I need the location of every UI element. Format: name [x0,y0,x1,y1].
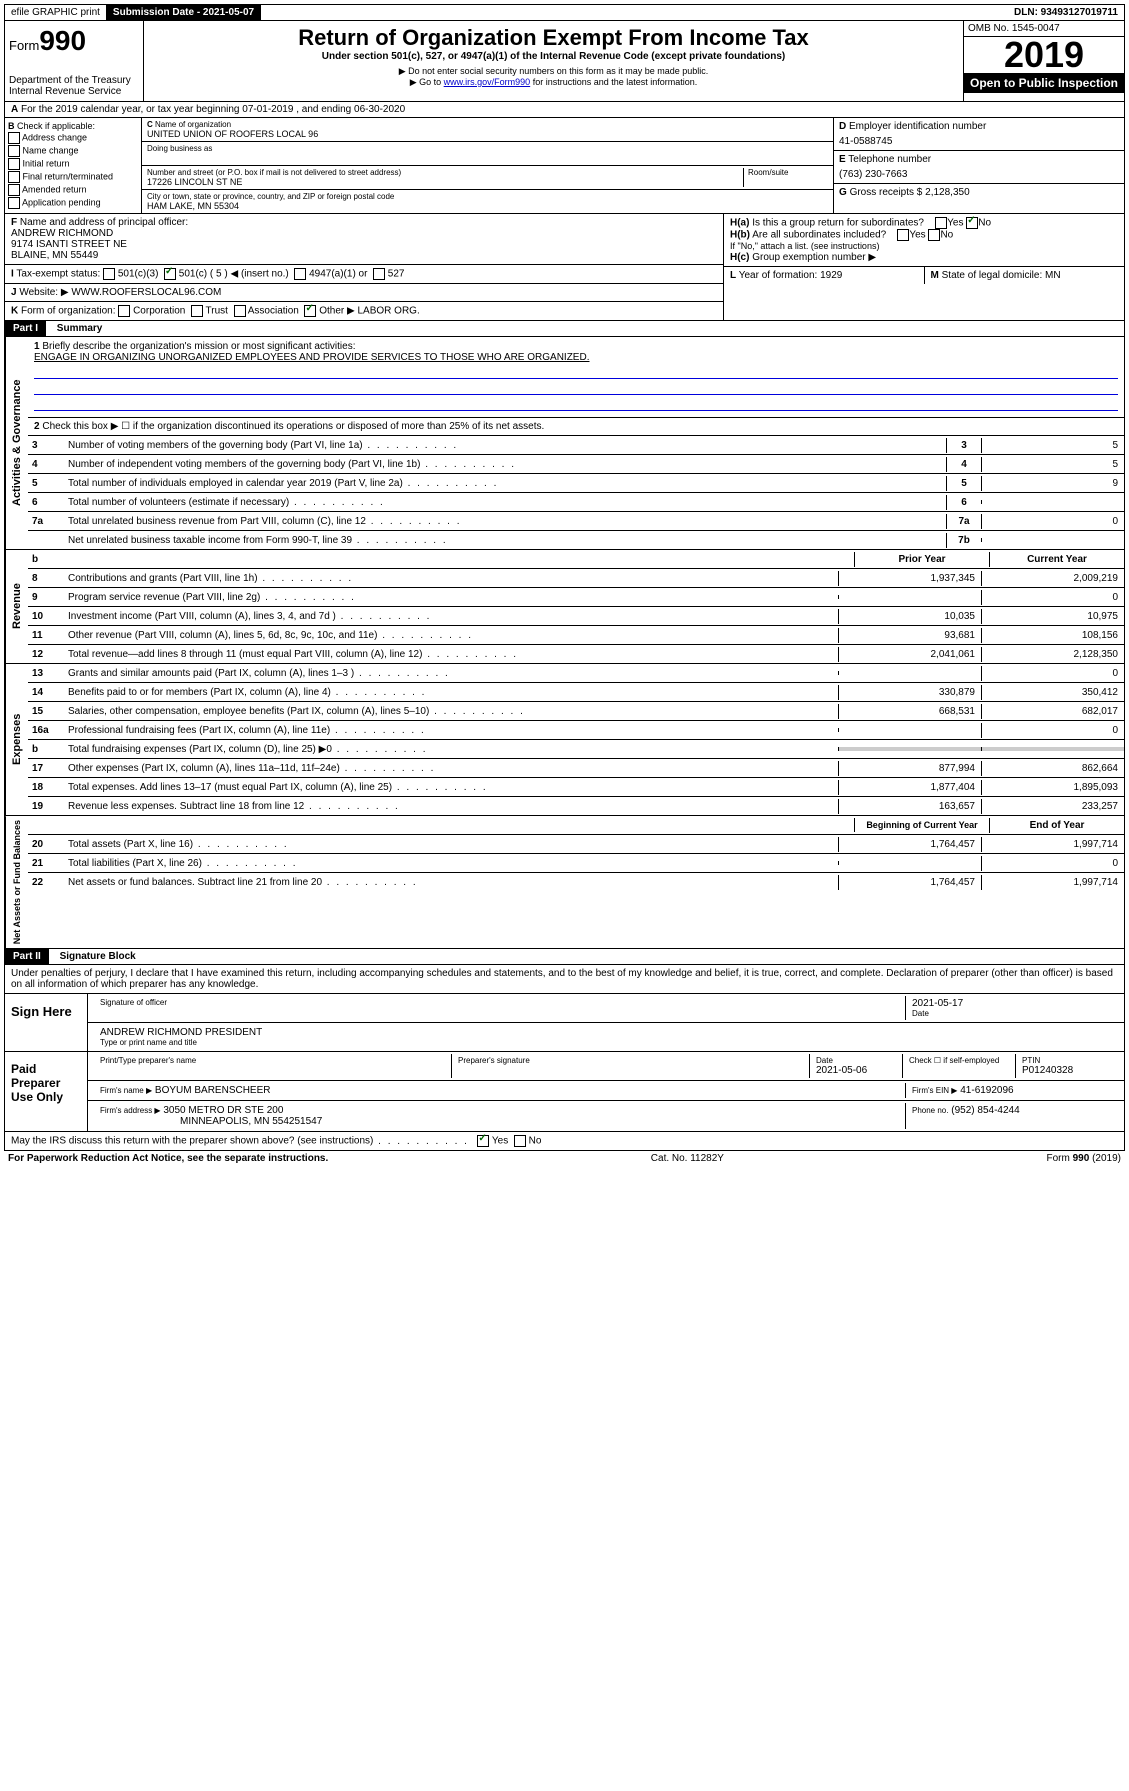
summary-line: 8Contributions and grants (Part VIII, li… [28,569,1124,588]
website-url[interactable]: WWW.ROOFERSLOCAL96.COM [71,287,221,298]
section-h: H(a) Is this a group return for subordin… [724,214,1124,267]
firm-ein: 41-6192096 [960,1085,1013,1096]
section-c: C Name of organization UNITED UNION OF R… [142,118,834,213]
summary-line: 17Other expenses (Part IX, column (A), l… [28,759,1124,778]
summary-line: 5Total number of individuals employed in… [28,474,1124,493]
dept-treasury: Department of the Treasury [9,75,139,86]
page-footer: For Paperwork Reduction Act Notice, see … [4,1151,1125,1166]
section-b: B Check if applicable: Address change Na… [5,118,142,213]
ssn-note: ▶ Do not enter social security numbers o… [148,66,959,77]
submission-date: Submission Date - 2021-05-07 [107,5,261,20]
expenses-section: Expenses 13Grants and similar amounts pa… [4,664,1125,816]
section-m: M State of legal domicile: MN [925,267,1125,284]
summary-line: 19Revenue less expenses. Subtract line 1… [28,797,1124,815]
firm-name: BOYUM BARENSCHEER [155,1085,271,1096]
part-1-header: Part I Summary [4,321,1125,337]
summary-line: 4Number of independent voting members of… [28,455,1124,474]
discuss-row: May the IRS discuss this return with the… [5,1132,1124,1150]
summary-line: 10Investment income (Part VIII, column (… [28,607,1124,626]
summary-line: 6Total number of volunteers (estimate if… [28,493,1124,512]
org-name: UNITED UNION OF ROOFERS LOCAL 96 [147,129,828,139]
org-city: HAM LAKE, MN 55304 [147,201,828,211]
summary-line: 3Number of voting members of the governi… [28,436,1124,455]
goto-note: ▶ Go to www.irs.gov/Form990 for instruct… [148,77,959,88]
signature-block: Under penalties of perjury, I declare th… [4,965,1125,1151]
sign-here-label: Sign Here [5,994,88,1051]
netassets-section: Net Assets or Fund Balances Beginning of… [4,816,1125,949]
website-row: J Website: ▶ WWW.ROOFERSLOCAL96.COM [5,284,723,302]
revenue-section: Revenue b Prior Year Current Year 8Contr… [4,550,1125,664]
section-k: K Form of organization: Corporation Trus… [5,302,723,320]
form-title: Return of Organization Exempt From Incom… [148,25,959,51]
form-ref: Form 990 (2019) [1047,1153,1121,1164]
summary-line: 21Total liabilities (Part X, line 26)0 [28,854,1124,873]
summary-line: 12Total revenue—add lines 8 through 11 (… [28,645,1124,663]
line-a: A For the 2019 calendar year, or tax yea… [4,102,1125,118]
form-header: Form990 Department of the Treasury Inter… [4,21,1125,102]
tax-year: 2019 [964,37,1124,73]
summary-line: 14Benefits paid to or for members (Part … [28,683,1124,702]
ptin: P01240328 [1022,1065,1112,1076]
paid-preparer-label: Paid Preparer Use Only [5,1052,88,1131]
top-bar: efile GRAPHIC print Submission Date - 20… [4,4,1125,21]
officer-name: ANDREW RICHMOND PRESIDENT [100,1027,1112,1038]
summary-line: 16aProfessional fundraising fees (Part I… [28,721,1124,740]
irs-link[interactable]: www.irs.gov/Form990 [444,77,531,87]
section-f-through-m: F Name and address of principal officer:… [4,214,1125,321]
open-public-badge: Open to Public Inspection [964,73,1124,93]
irs-label: Internal Revenue Service [9,86,139,97]
telephone: (763) 230-7663 [839,169,1119,180]
efile-label: efile GRAPHIC print [5,5,107,20]
section-f: F Name and address of principal officer:… [5,214,723,265]
summary-line: 9Program service revenue (Part VIII, lin… [28,588,1124,607]
firm-phone: (952) 854-4244 [951,1105,1019,1116]
summary-line: 20Total assets (Part X, line 16)1,764,45… [28,835,1124,854]
summary-line: 7aTotal unrelated business revenue from … [28,512,1124,531]
summary-line: bTotal fundraising expenses (Part IX, co… [28,740,1124,759]
tax-exempt-status: I Tax-exempt status: 501(c)(3) 501(c) ( … [5,265,723,284]
ein: 41-0588745 [839,136,1119,147]
dln: DLN: 93493127019711 [1008,5,1124,20]
summary-line: 18Total expenses. Add lines 13–17 (must … [28,778,1124,797]
form-number: Form990 [9,25,139,57]
governance-section: Activities & Governance 1 Briefly descri… [4,337,1125,550]
section-l: L Year of formation: 1929 [724,267,925,284]
summary-line: Net unrelated business taxable income fr… [28,531,1124,549]
summary-line: 13Grants and similar amounts paid (Part … [28,664,1124,683]
part-2-header: Part II Signature Block [4,949,1125,965]
form-subtitle: Under section 501(c), 527, or 4947(a)(1)… [148,51,959,62]
section-bcdeg: B Check if applicable: Address change Na… [4,118,1125,214]
gross-receipts: 2,128,350 [925,187,970,198]
section-deg: D Employer identification number 41-0588… [834,118,1124,213]
mission-text: ENGAGE IN ORGANIZING UNORGANIZED EMPLOYE… [34,352,589,363]
summary-line: 11Other revenue (Part VIII, column (A), … [28,626,1124,645]
summary-line: 15Salaries, other compensation, employee… [28,702,1124,721]
summary-line: 22Net assets or fund balances. Subtract … [28,873,1124,891]
org-street: 17226 LINCOLN ST NE [147,177,743,187]
